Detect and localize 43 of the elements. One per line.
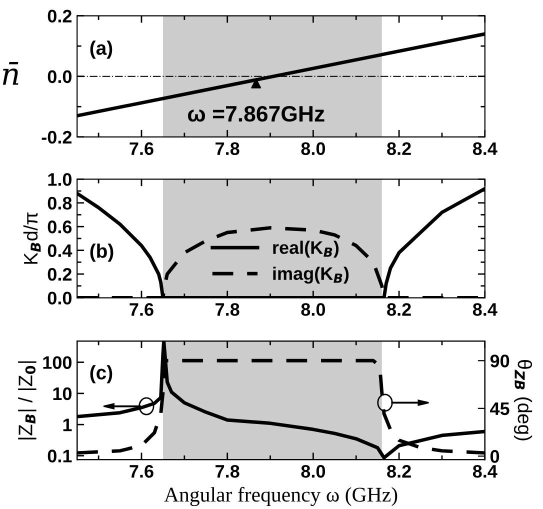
x-tick-label: 8.0 xyxy=(301,142,326,156)
y-tick-label: 0.8 xyxy=(48,196,72,210)
y-axis-title: |Z$_{B}$| / |Z$_{0}$| xyxy=(18,361,36,440)
x-tick-label: 8.2 xyxy=(387,464,411,478)
y-tick-label: 0.4 xyxy=(48,244,72,258)
legend-label: imag(K$_{B}$) xyxy=(273,266,349,284)
y-tick-label: 1 xyxy=(63,418,72,432)
annotation: (b) xyxy=(90,244,114,262)
x-tick-label: 8.4 xyxy=(472,142,498,156)
y-axis-title: n̄ xyxy=(2,62,18,85)
x-tick-label: 7.6 xyxy=(130,303,154,316)
x-axis-title: Angular frequency ω (GHz) xyxy=(164,486,398,506)
y2-tick-label: 90 xyxy=(490,354,510,368)
line-series xyxy=(77,341,485,460)
y-tick-label: 0.0 xyxy=(48,70,72,84)
y-axis-title: K$_{B}$d/π xyxy=(23,212,41,264)
y2-tick-label: 0 xyxy=(490,450,500,463)
y2-tick-label: 45 xyxy=(490,402,510,416)
x-tick-label: 8.0 xyxy=(301,303,326,316)
annotation: (a) xyxy=(90,40,112,59)
x-tick-label: 8.0 xyxy=(301,464,326,478)
legend-label: real(K$_{B}$) xyxy=(273,240,339,258)
y-tick-label: 0.0 xyxy=(48,292,72,304)
annotation: (c) xyxy=(90,365,112,384)
x-tick-label: 8.2 xyxy=(387,142,411,156)
x-tick-label: 7.6 xyxy=(130,142,154,156)
y-tick-label: 0.2 xyxy=(48,10,72,22)
y-tick-label: 0.1 xyxy=(48,450,72,462)
y-tick-label: -0.2 xyxy=(42,130,72,144)
y-tick-label: 0.6 xyxy=(48,220,72,234)
y-tick-label: 0.2 xyxy=(48,268,72,281)
x-tick-label: 8.2 xyxy=(387,303,411,316)
x-tick-label: 7.8 xyxy=(216,142,240,156)
y-tick-label: 10 xyxy=(53,387,72,400)
y-tick-label: 100 xyxy=(43,356,72,369)
x-tick-label: 7.8 xyxy=(216,464,240,478)
x-tick-label: 8.4 xyxy=(472,464,498,478)
annotation: ω =7.867GHz xyxy=(188,106,324,122)
x-tick-label: 7.8 xyxy=(216,303,240,316)
y-tick-label: 1.0 xyxy=(48,173,72,186)
x-tick-label: 7.6 xyxy=(130,464,154,478)
x-tick-label: 8.4 xyxy=(472,303,498,316)
y2-axis-title: θ$_{ZB}$ (deg) xyxy=(514,360,532,440)
